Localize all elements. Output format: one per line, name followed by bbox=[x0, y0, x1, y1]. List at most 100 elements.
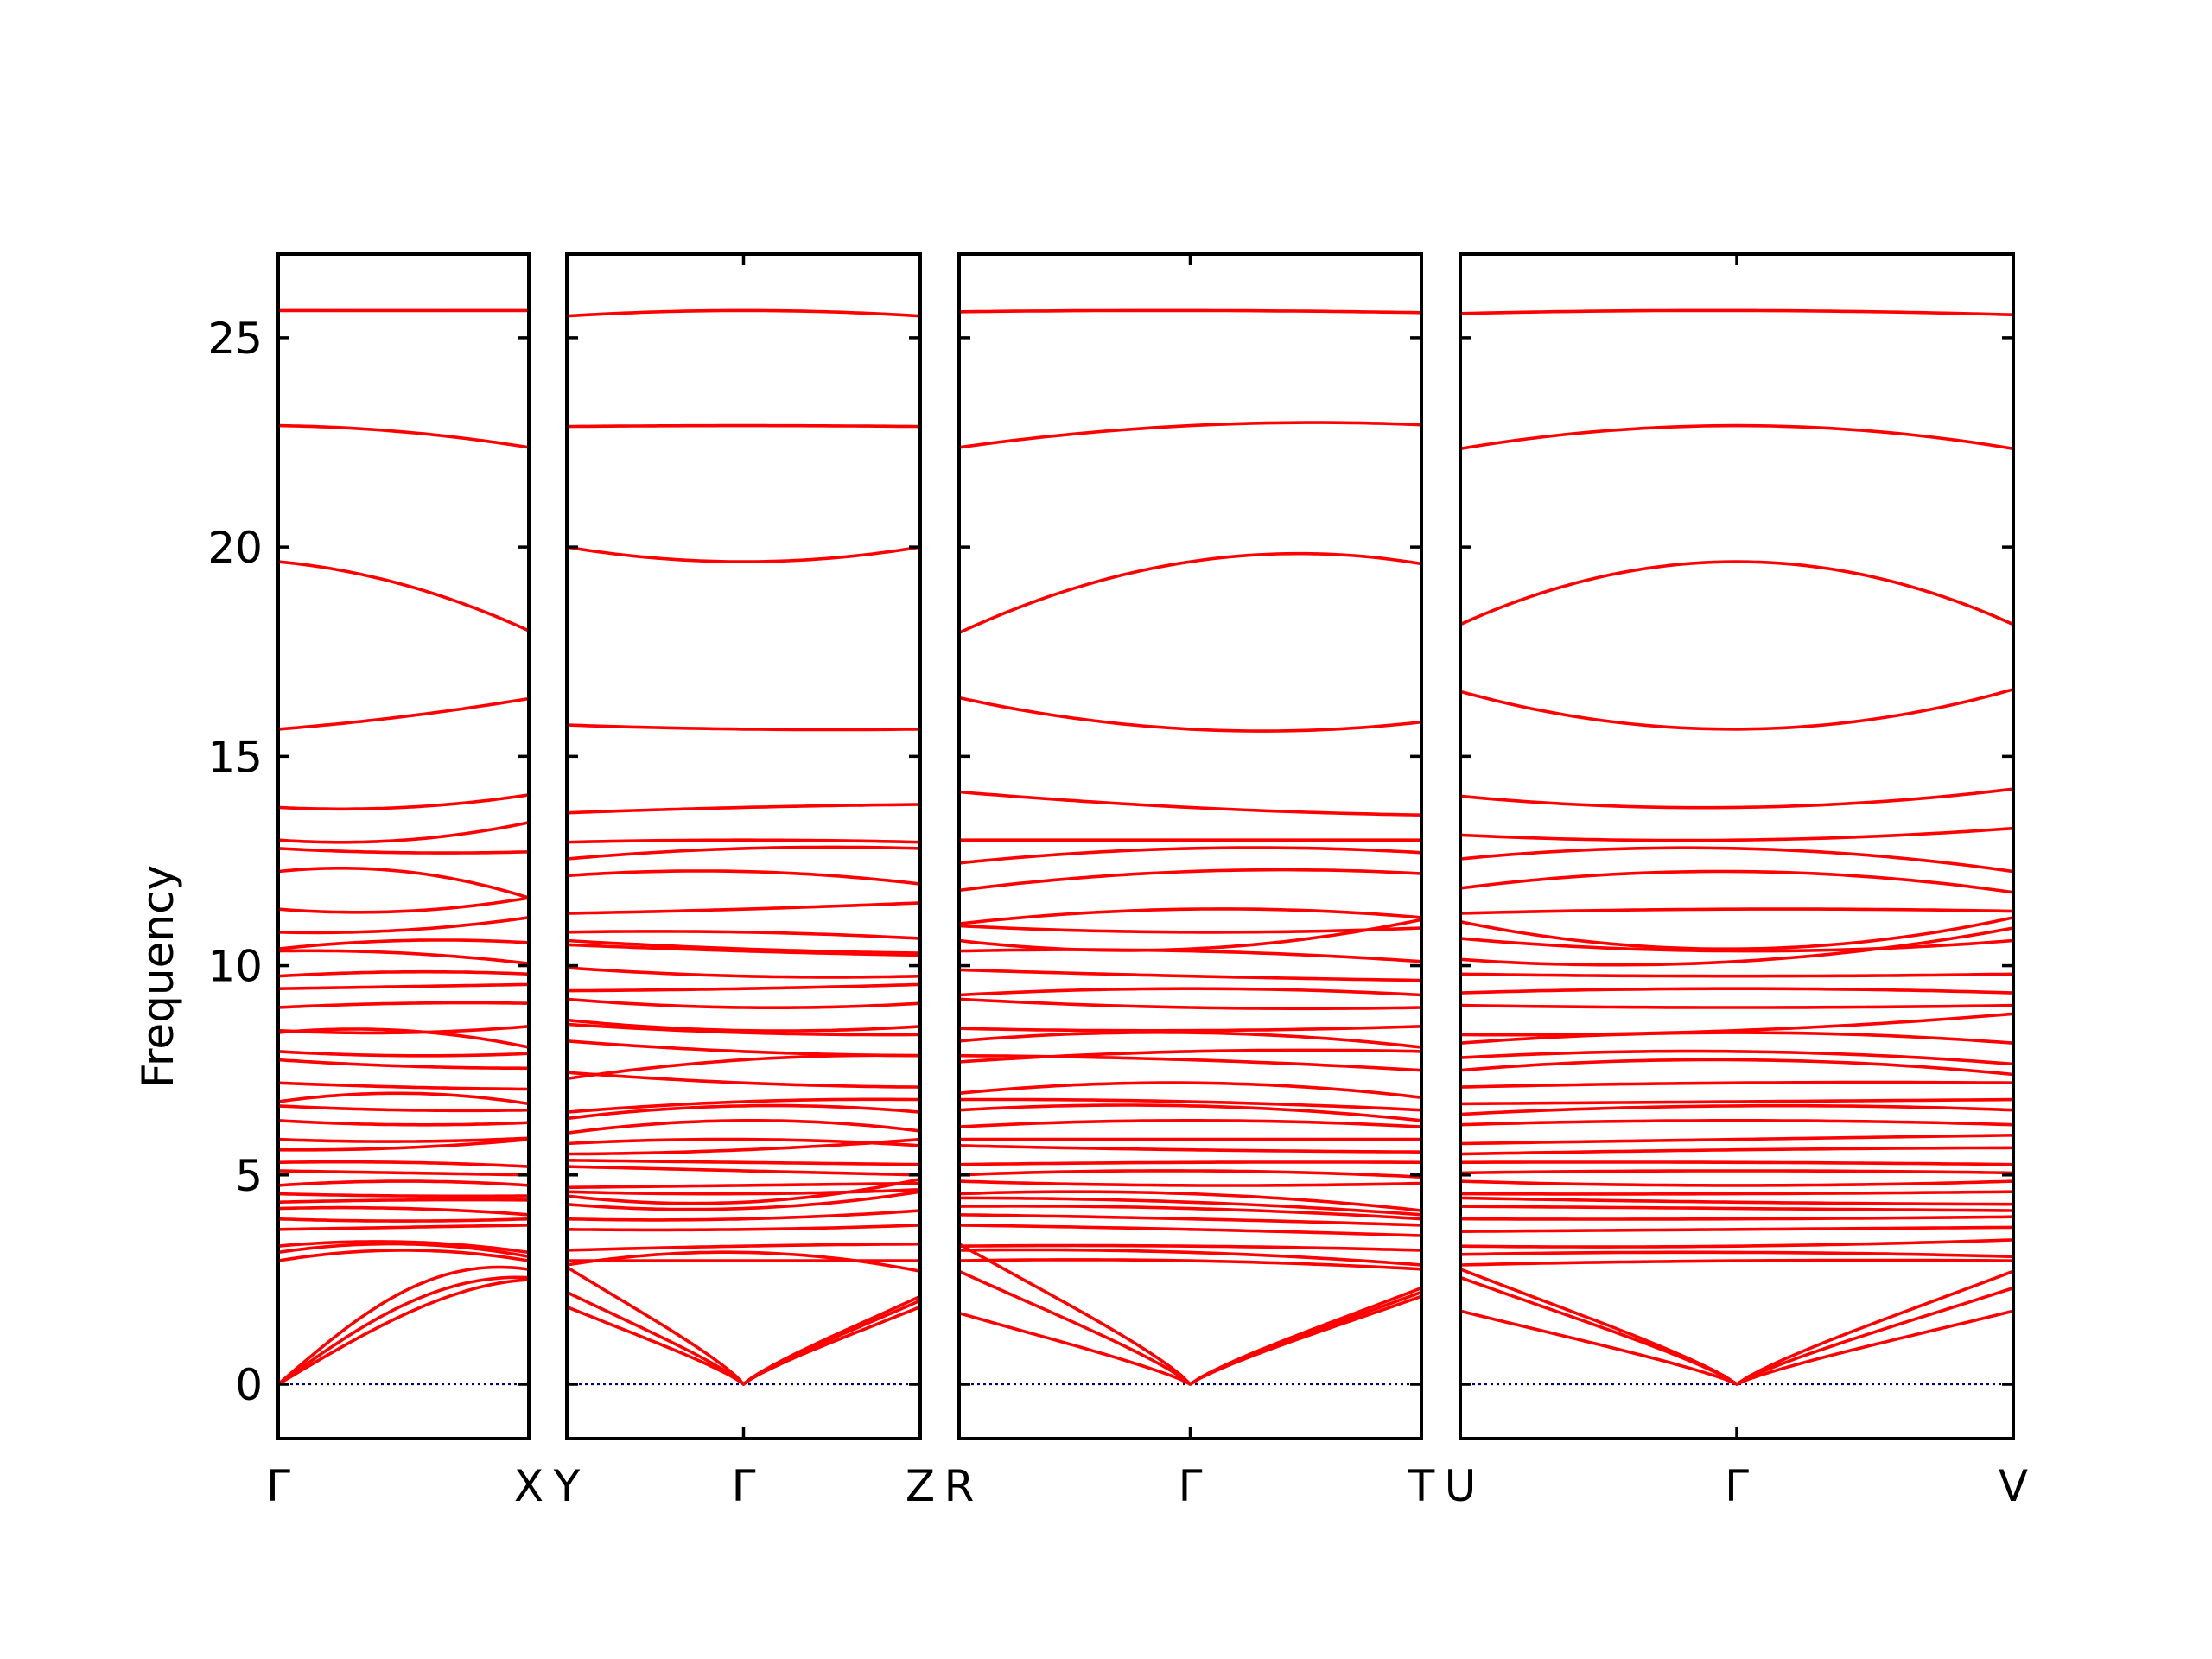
band-line bbox=[565, 966, 922, 979]
axes-layer: 0 5 10 15 20 25 bbox=[207, 314, 263, 1410]
band-line bbox=[1459, 1146, 2015, 1156]
band-line bbox=[276, 423, 531, 449]
y-tick-label: 25 bbox=[207, 314, 263, 364]
kpoint-label-middle: Γ bbox=[1179, 1461, 1203, 1511]
y-tick-label: 15 bbox=[207, 732, 263, 782]
band-line bbox=[276, 1119, 531, 1127]
band-line bbox=[276, 1081, 531, 1091]
band-line bbox=[1459, 1205, 2015, 1212]
band-line bbox=[565, 901, 922, 915]
kpoint-label-right: Z bbox=[906, 1461, 935, 1511]
band-line bbox=[957, 1081, 1423, 1099]
band-line bbox=[957, 987, 1423, 997]
band-line bbox=[276, 1192, 531, 1198]
band-line bbox=[1459, 1012, 2015, 1037]
band-line bbox=[276, 1205, 531, 1217]
band-line bbox=[1459, 826, 2015, 842]
kpoint-label-right: V bbox=[1999, 1461, 2028, 1511]
kpoint-label-middle: Γ bbox=[732, 1461, 756, 1511]
band-line bbox=[565, 1265, 922, 1386]
band-line bbox=[957, 1179, 1423, 1187]
band-line bbox=[565, 1119, 922, 1135]
band-line bbox=[565, 1097, 922, 1114]
band-line bbox=[1459, 846, 2015, 874]
band-line bbox=[1459, 687, 2015, 731]
band-line bbox=[957, 1205, 1423, 1221]
band-line bbox=[276, 1169, 531, 1177]
band-line bbox=[565, 1159, 922, 1166]
kpoint-label-left: U bbox=[1445, 1461, 1477, 1511]
band-line bbox=[565, 1018, 922, 1033]
band-line bbox=[1459, 926, 2015, 967]
band-line bbox=[276, 1104, 531, 1113]
band-line bbox=[957, 1224, 1423, 1237]
band-line bbox=[1459, 560, 2015, 626]
band-line bbox=[957, 1025, 1423, 1033]
kpoint-label-right: X bbox=[514, 1461, 543, 1511]
band-line bbox=[1459, 1169, 2015, 1175]
y-tick-label: 20 bbox=[207, 523, 263, 573]
band-line bbox=[276, 847, 531, 855]
band-line bbox=[1459, 916, 2015, 950]
band-line bbox=[565, 838, 922, 844]
band-line bbox=[276, 821, 531, 844]
band-line bbox=[1459, 1134, 2015, 1146]
band-line bbox=[1459, 1080, 2015, 1089]
band-line bbox=[276, 916, 531, 935]
band-line bbox=[1459, 1003, 2015, 1009]
band-line bbox=[957, 948, 1423, 963]
band-line bbox=[565, 1290, 922, 1386]
band-line bbox=[565, 943, 922, 957]
band-line bbox=[565, 723, 922, 732]
band-line bbox=[276, 896, 531, 914]
band-line bbox=[276, 1136, 531, 1143]
band-line bbox=[957, 1053, 1423, 1072]
band-line bbox=[1459, 1225, 2015, 1233]
band-line bbox=[1459, 907, 2015, 915]
band-line bbox=[1459, 1238, 2015, 1249]
band-line bbox=[957, 1269, 1423, 1386]
band-line bbox=[957, 1248, 1423, 1267]
band-line bbox=[957, 696, 1423, 733]
band-line bbox=[957, 551, 1423, 635]
band-line bbox=[565, 1137, 922, 1156]
band-line bbox=[957, 1160, 1423, 1166]
band-line bbox=[276, 1058, 531, 1071]
band-line bbox=[957, 907, 1423, 925]
band-line bbox=[276, 696, 531, 731]
band-line bbox=[276, 1198, 531, 1205]
band-line bbox=[565, 1190, 922, 1211]
band-line bbox=[276, 1240, 531, 1255]
kpoint-label-right: T bbox=[1408, 1461, 1435, 1511]
band-line bbox=[957, 1258, 1423, 1271]
band-line bbox=[276, 949, 531, 965]
band-line bbox=[1459, 1179, 2015, 1187]
band-line bbox=[957, 1213, 1423, 1227]
kpoint-label-middle: Γ bbox=[1725, 1461, 1749, 1511]
band-line bbox=[565, 1103, 922, 1121]
band-line bbox=[276, 866, 531, 899]
band-line bbox=[565, 545, 922, 563]
band-line bbox=[276, 1160, 531, 1168]
band-line bbox=[565, 1181, 922, 1190]
band-line bbox=[957, 1097, 1423, 1112]
band-line bbox=[1459, 1058, 2015, 1077]
band-line bbox=[1459, 1049, 2015, 1066]
band-line bbox=[957, 1119, 1423, 1128]
band-line bbox=[957, 1144, 1423, 1154]
band-line bbox=[276, 1217, 531, 1223]
band-line bbox=[276, 1025, 531, 1035]
band-line bbox=[565, 308, 922, 318]
band-line bbox=[276, 1242, 531, 1259]
band-line bbox=[565, 930, 922, 940]
band-line bbox=[565, 938, 922, 955]
band-line bbox=[276, 1224, 531, 1231]
band-line bbox=[276, 1249, 531, 1262]
band-line bbox=[1459, 869, 2015, 894]
band-line bbox=[276, 1050, 531, 1058]
band-line bbox=[1459, 1275, 2015, 1386]
